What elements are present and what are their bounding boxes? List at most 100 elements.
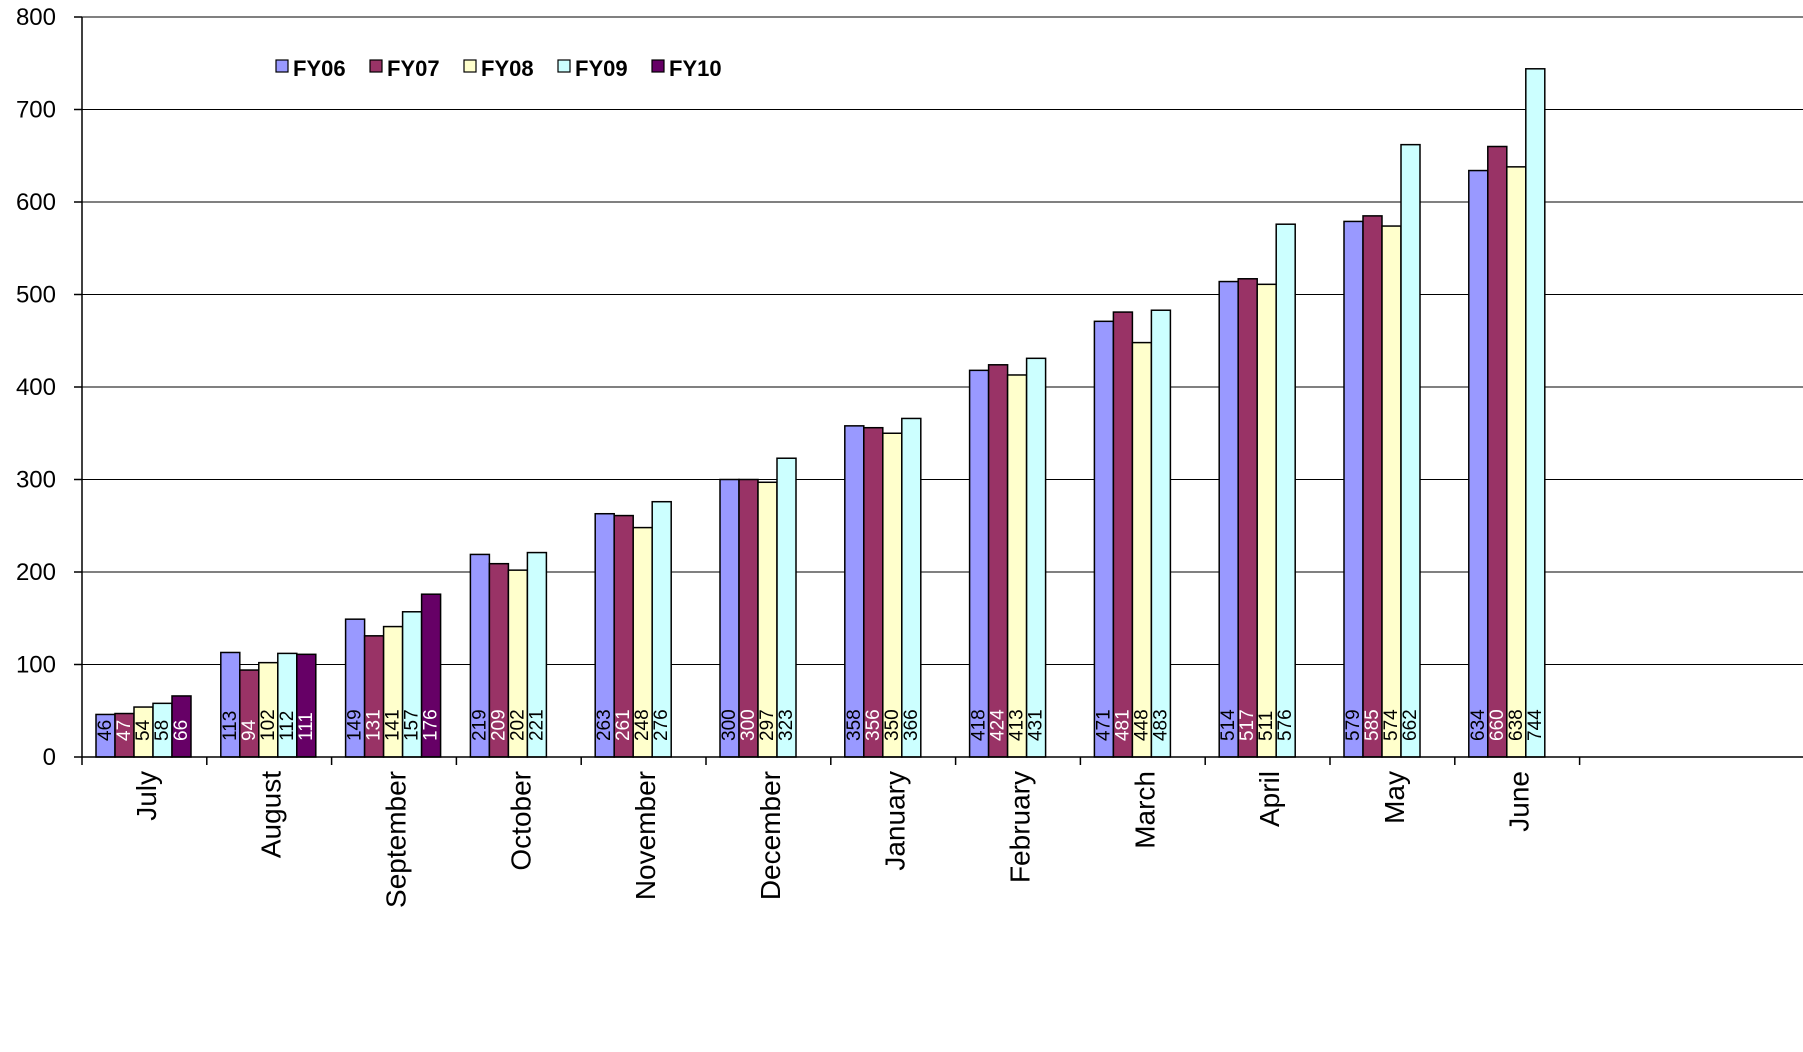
bar-fy07-august: [239, 669, 260, 758]
data-label: 261: [613, 709, 634, 741]
data-label: 418: [969, 709, 990, 741]
data-label: 276: [651, 709, 672, 741]
y-tick-label: 600: [16, 189, 56, 216]
data-label: 517: [1237, 709, 1258, 741]
x-tick-label: November: [630, 771, 661, 900]
data-label: 576: [1275, 709, 1296, 741]
data-label: 350: [882, 709, 903, 741]
data-label: 221: [526, 709, 547, 741]
bar-fy07-january: [863, 426, 884, 758]
y-tick-label: 400: [16, 374, 56, 401]
bar-fy07-may: [1362, 215, 1383, 758]
bar-fy06-april: [1218, 280, 1239, 758]
x-tick-label: July: [131, 771, 162, 821]
bar-fy06-may: [1343, 220, 1364, 758]
data-label: 263: [594, 709, 615, 741]
bar-fy09-january: [901, 417, 922, 758]
legend-label-fy07: FY07: [387, 56, 440, 81]
y-tick-label: 200: [16, 559, 56, 586]
y-tick-label: 300: [16, 467, 56, 494]
x-tick-label: March: [1129, 771, 1160, 849]
bar-fy08-may: [1381, 225, 1402, 758]
data-label: 112: [277, 711, 298, 741]
data-label: 157: [402, 709, 423, 741]
y-tick-label: 0: [43, 744, 56, 771]
bar-fy06-march: [1093, 320, 1115, 758]
bar-fy09-march: [1150, 309, 1172, 758]
data-label: 413: [1007, 709, 1028, 741]
data-label: 54: [133, 719, 154, 741]
data-label: 248: [632, 709, 653, 741]
legend-swatch-fy09: [557, 59, 571, 73]
axes: 0 100 200 300 400 500 600 700 800 July August Septe…: [16, 4, 1803, 908]
x-tick-label: January: [880, 771, 911, 871]
data-label: 47: [114, 720, 135, 741]
bar-fy08-february: [1006, 374, 1028, 758]
data-label: 297: [757, 709, 778, 741]
bar-fy06-february: [968, 369, 990, 758]
data-label: 424: [988, 709, 1009, 741]
data-label: 471: [1093, 709, 1114, 741]
data-label: 131: [364, 709, 385, 741]
x-tick-label: August: [256, 771, 287, 858]
bar-fy06-january: [844, 425, 865, 758]
bar-fy08-april: [1256, 283, 1277, 758]
data-label: 744: [1525, 709, 1546, 741]
data-label: 483: [1150, 709, 1171, 741]
data-label: 111: [296, 712, 317, 741]
legend-swatch-fy08: [463, 59, 477, 73]
data-label: 58: [152, 720, 173, 741]
data-label: 579: [1343, 709, 1364, 741]
gridlines: [82, 16, 1803, 665]
data-label: 511: [1256, 711, 1277, 741]
data-label: 300: [719, 709, 740, 741]
bar-fy08-march: [1131, 341, 1153, 758]
bar-fy09-june: [1525, 68, 1546, 758]
legend-label-fy08: FY08: [481, 56, 534, 81]
data-label: 358: [844, 709, 865, 741]
data-label: 113: [220, 711, 241, 741]
data-label: 300: [738, 709, 759, 741]
bar-fy09-april: [1275, 223, 1296, 758]
legend-swatch-fy10: [651, 59, 665, 73]
bar-fy09-may: [1400, 143, 1421, 758]
bar-fy07-march: [1112, 311, 1134, 758]
legend-label-fy09: FY09: [575, 56, 628, 81]
data-label: 94: [239, 719, 260, 741]
data-label: 219: [469, 709, 490, 741]
data-label: 638: [1506, 709, 1527, 741]
data-label: 481: [1112, 709, 1133, 741]
data-label: 356: [863, 709, 884, 741]
data-label: 514: [1218, 709, 1239, 741]
data-label: 202: [507, 709, 528, 741]
x-tick-label: April: [1254, 771, 1285, 827]
data-label: 660: [1487, 709, 1508, 741]
x-tick-label: December: [755, 771, 786, 900]
data-label: 431: [1026, 709, 1047, 741]
legend-swatch-fy06: [275, 59, 289, 73]
data-label: 634: [1468, 709, 1489, 741]
data-label: 102: [258, 709, 279, 741]
data-label: 585: [1362, 709, 1383, 741]
x-tick-label: February: [1005, 771, 1036, 883]
legend-label-fy10: FY10: [669, 56, 722, 81]
legend: FY06 FY07 FY08 FY09 FY10: [275, 56, 722, 81]
data-label: 46: [95, 720, 116, 741]
data-label: 323: [776, 709, 797, 741]
bar-fy09-february: [1025, 357, 1047, 758]
x-tick-label: June: [1504, 771, 1535, 832]
x-tick-label: September: [381, 771, 412, 908]
data-label: 574: [1381, 709, 1402, 741]
y-tick-label: 500: [16, 282, 56, 309]
bar-fy08-january: [882, 432, 903, 758]
x-tick-label: October: [505, 771, 536, 871]
data-label: 141: [383, 709, 404, 741]
bars: [95, 68, 1546, 758]
bar-fy07-april: [1237, 278, 1258, 758]
y-tick-label: 700: [16, 97, 56, 124]
data-label: 662: [1400, 709, 1421, 741]
data-label: 209: [488, 709, 509, 741]
